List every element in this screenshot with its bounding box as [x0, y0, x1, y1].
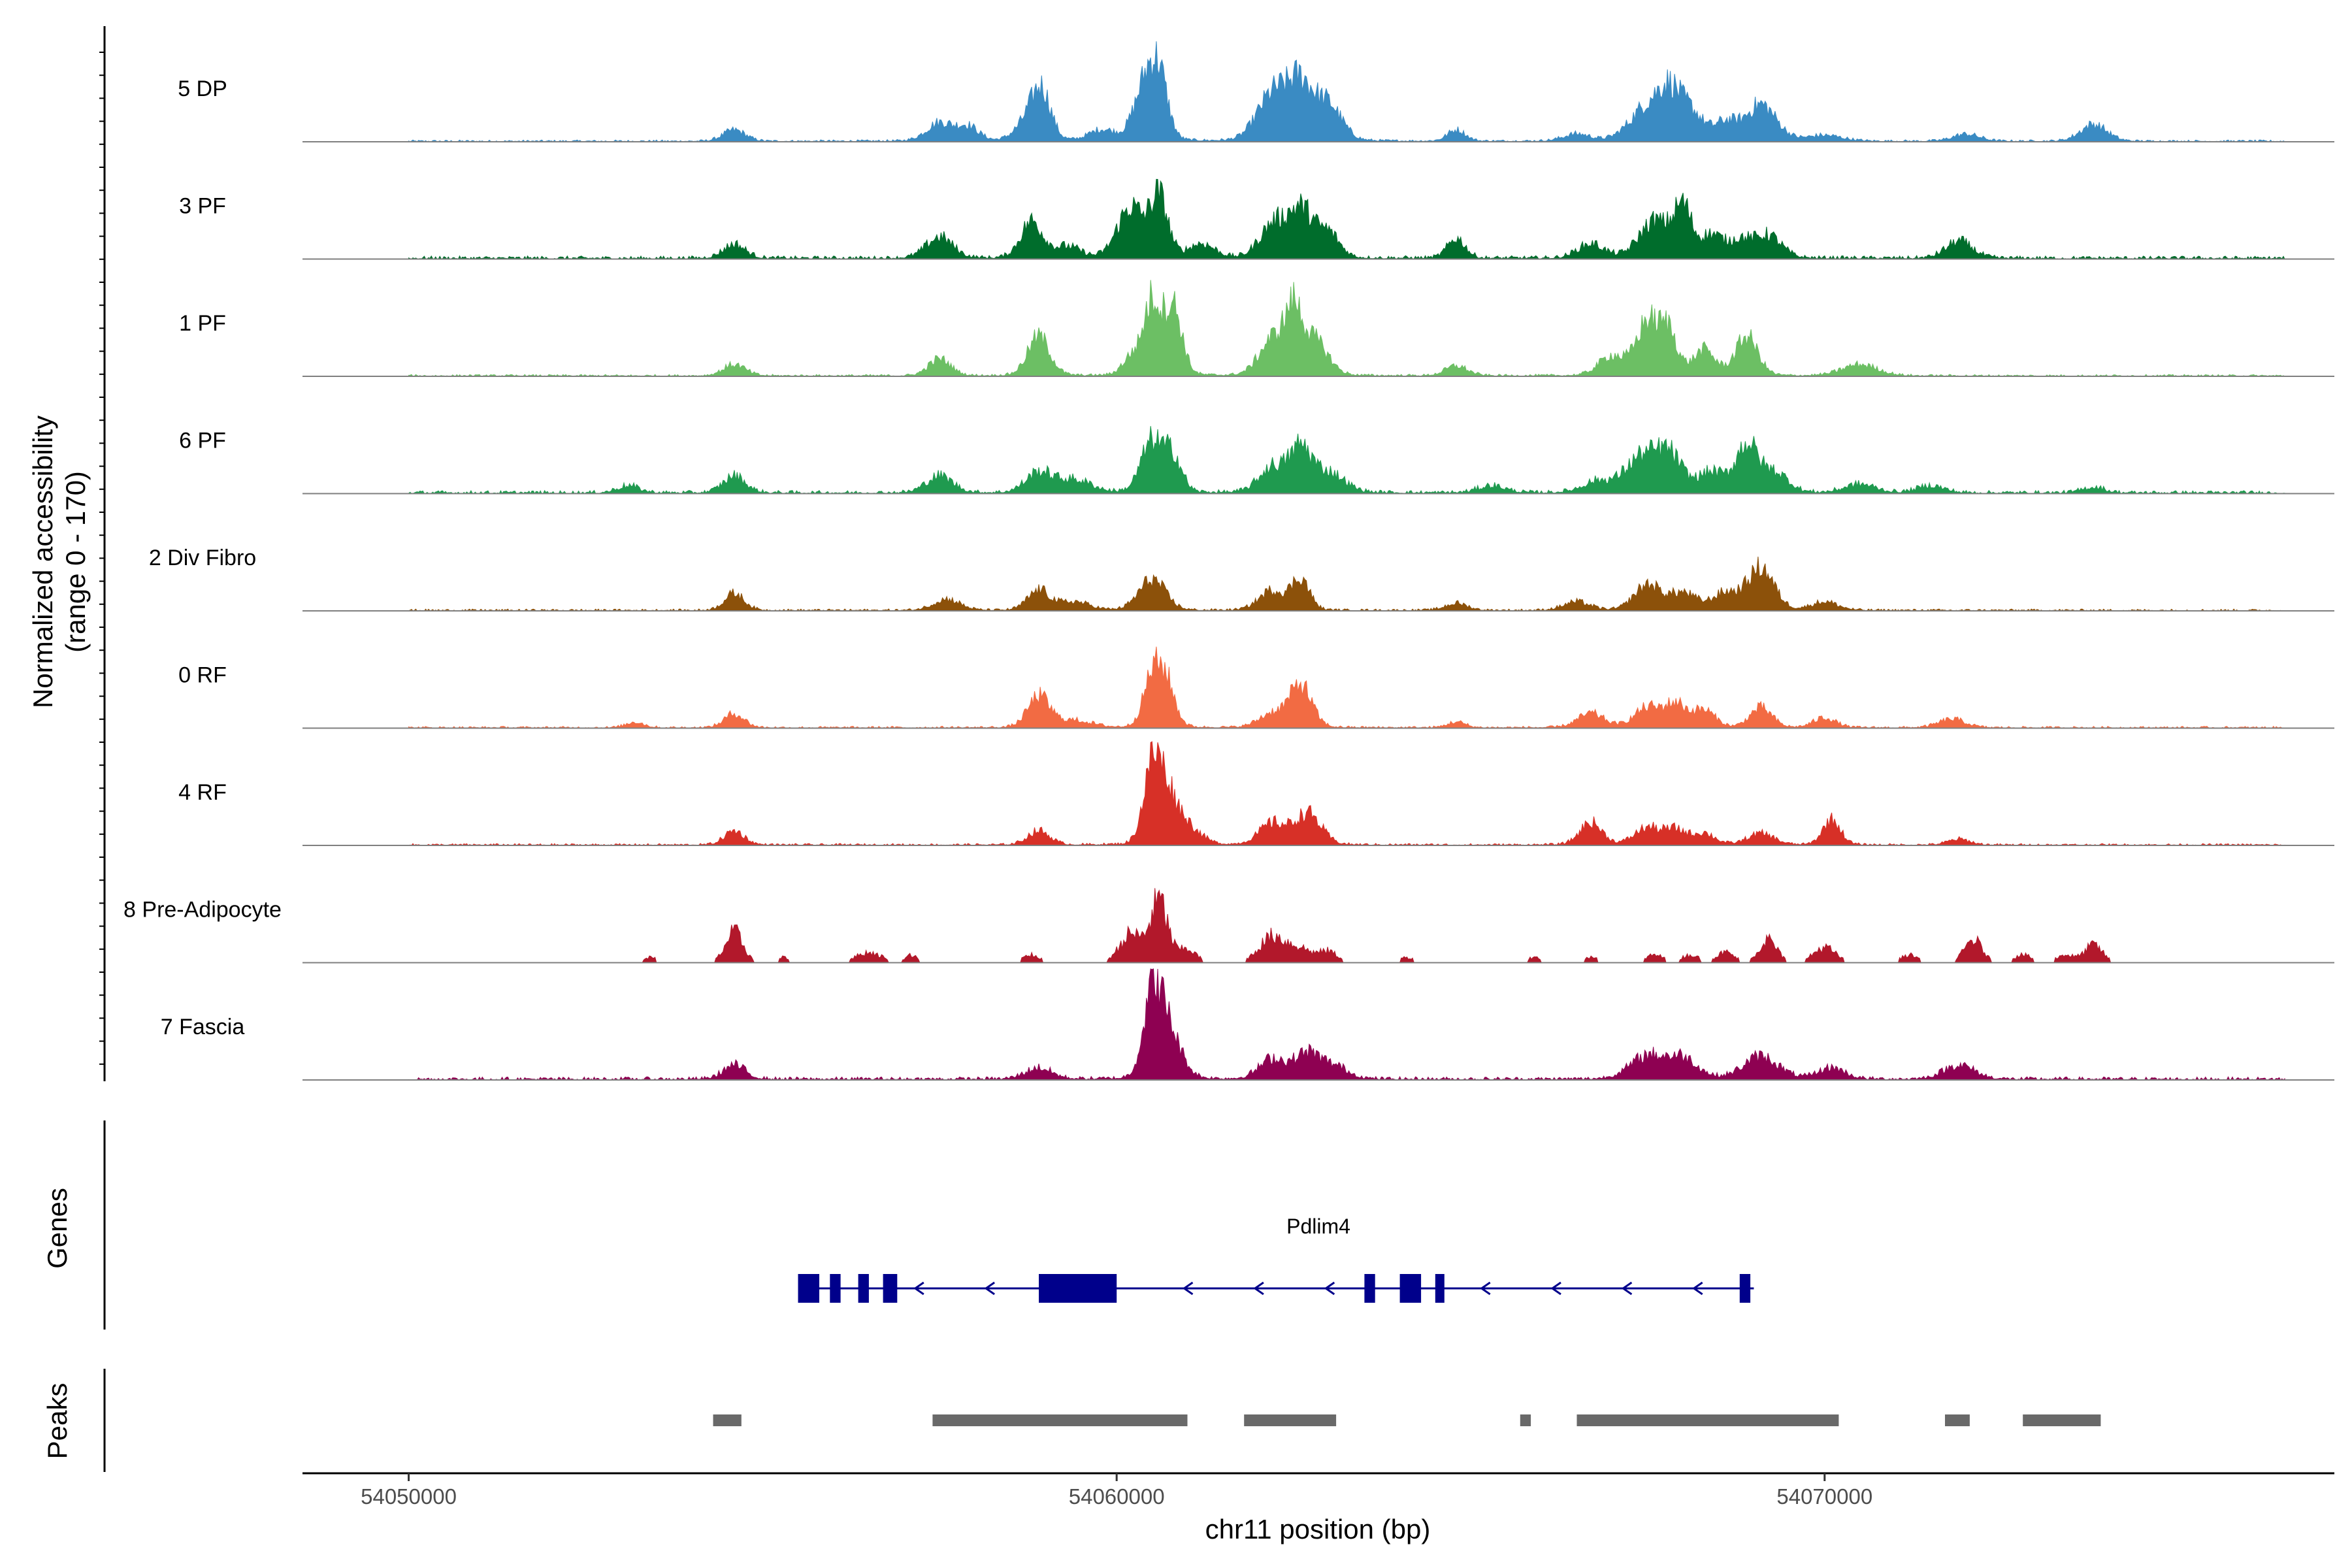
gene-strand-arrow — [1253, 1281, 1264, 1296]
track-label: 2 Div Fibro — [149, 546, 256, 570]
coverage-area — [408, 41, 2285, 142]
peaks-track-title: Peaks — [42, 1383, 73, 1460]
track-label: 3 PF — [179, 194, 226, 219]
x-axis-title: chr11 position (bp) — [1205, 1514, 1431, 1544]
track-7-fascia: 7 Fascia — [161, 968, 2334, 1081]
peak-region — [1520, 1414, 1531, 1426]
peak-region — [713, 1414, 742, 1426]
peak-region — [1945, 1414, 1970, 1426]
track-4-rf: 4 RF — [178, 741, 2334, 846]
coverage-area — [408, 280, 2285, 377]
peaks-panel — [103, 1369, 2101, 1472]
track-3-pf: 3 PF — [179, 178, 2334, 260]
gene-strand-arrow — [984, 1281, 995, 1296]
gene-exon — [1739, 1274, 1751, 1303]
coverage-area — [408, 178, 2285, 260]
x-tick-label: 54070000 — [1776, 1484, 1872, 1509]
track-label: 0 RF — [178, 663, 227, 688]
coverage-area — [408, 741, 2285, 846]
x-axis: 54050000 54060000 54070000 — [302, 1472, 2334, 1509]
gene-exon — [1399, 1274, 1422, 1303]
y-axis-title-line2: (range 0 - 170) — [60, 471, 91, 653]
gene-strand-arrow — [1692, 1281, 1703, 1296]
track-2-div-fibro: 2 Div Fibro — [149, 546, 2334, 612]
gene-strand-arrow — [1324, 1281, 1335, 1296]
track-label: 8 Pre-Adipocyte — [123, 898, 282, 923]
gene-exon — [1364, 1274, 1375, 1303]
x-tick-label: 54060000 — [1069, 1484, 1165, 1509]
track-5-dp: 5 DP — [178, 41, 2334, 142]
gene-exon — [883, 1274, 898, 1303]
track-label: 5 DP — [178, 76, 227, 101]
gene-exon — [830, 1274, 841, 1303]
gene-strand-arrow — [913, 1281, 924, 1296]
gene-exon — [1435, 1274, 1445, 1303]
track-1-pf: 1 PF — [179, 280, 2334, 377]
track-8-pre-adipocyte: 8 Pre-Adipocyte — [123, 888, 2334, 964]
coverage-panel: 5 DP 3 PF 1 PF 6 PF 2 Div Fibro 0 RF 4 RF 8 Pre… — [99, 26, 2334, 1081]
peak-region — [932, 1414, 1188, 1426]
coverage-area — [408, 646, 2285, 729]
coverage-area — [408, 556, 2285, 612]
gene-strand-arrow — [1480, 1281, 1491, 1296]
track-0-rf: 0 RF — [178, 646, 2334, 729]
track-label: 4 RF — [178, 780, 227, 805]
y-axis-title-line1: Normalized accessibility — [27, 416, 58, 708]
x-tick-label: 54050000 — [361, 1484, 457, 1509]
genes-track-title: Genes — [42, 1188, 73, 1269]
genes-panel: Pdlim4 — [103, 1120, 1754, 1330]
peak-region — [1576, 1414, 1839, 1426]
track-label: 6 PF — [179, 429, 226, 453]
gene-strand-arrow — [1621, 1281, 1633, 1296]
track-label: 7 Fascia — [161, 1015, 245, 1039]
gene-exon — [1039, 1274, 1117, 1303]
gene-exon — [798, 1274, 819, 1303]
gene-strand-arrow — [1182, 1281, 1194, 1296]
track-6-pf: 6 PF — [179, 426, 2334, 495]
gene-name-label: Pdlim4 — [1286, 1215, 1350, 1238]
coverage-area — [408, 426, 2285, 495]
peak-region — [1244, 1414, 1337, 1426]
track-label: 1 PF — [179, 311, 226, 336]
coverage-area — [408, 968, 2285, 1081]
gene-exon — [858, 1274, 869, 1303]
peak-region — [2023, 1414, 2101, 1426]
gene-strand-arrow — [1550, 1281, 1561, 1296]
coverage-area — [408, 888, 2285, 963]
